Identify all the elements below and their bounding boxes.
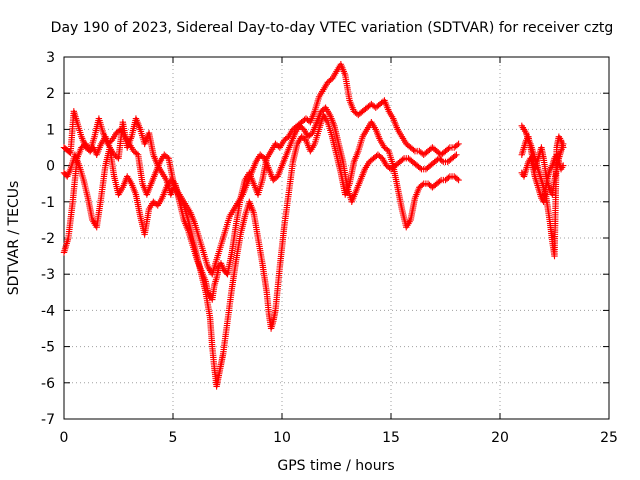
x-tick-label: 25	[600, 430, 618, 446]
x-axis-title: GPS time / hours	[277, 458, 394, 474]
data-point	[455, 140, 462, 148]
data-point	[436, 178, 443, 185]
x-tick-label: 5	[169, 430, 178, 446]
data-point	[66, 148, 73, 156]
data-point	[455, 176, 462, 184]
y-tick-label: -3	[41, 267, 55, 283]
data-point	[560, 162, 567, 169]
y-tick-label: 3	[46, 50, 55, 66]
data-point	[445, 145, 452, 152]
data-point	[451, 152, 459, 160]
y-tick-label: 2	[46, 86, 55, 102]
data-point	[453, 151, 460, 158]
y-tick-label: 1	[46, 122, 55, 138]
y-axis-title: SDTVAR / TECUs	[6, 181, 22, 296]
series-track-b	[60, 111, 462, 390]
data-point	[560, 140, 567, 148]
y-tick-label: -2	[41, 231, 55, 247]
data-point	[416, 164, 424, 172]
series-track-c	[60, 104, 460, 278]
data-point	[133, 150, 140, 157]
data-point	[419, 181, 426, 189]
series-track-f	[518, 133, 567, 198]
y-tick-label: -4	[41, 303, 55, 319]
data-point	[453, 175, 461, 183]
data-point	[445, 174, 452, 181]
chart-title: Day 190 of 2023, Sidereal Day-to-day VTE…	[51, 20, 614, 36]
y-axis-ticks: -7 -6 -5 -4 -3 -2 -1 0 1 2 3	[41, 50, 609, 428]
data-points	[60, 61, 567, 390]
x-tick-label: 15	[382, 430, 400, 446]
y-tick-label: 0	[46, 159, 55, 175]
data-point	[438, 157, 446, 164]
grid	[64, 57, 609, 419]
y-tick-label: -6	[41, 376, 55, 392]
x-tick-label: 0	[60, 430, 69, 446]
series-track-a	[60, 61, 462, 303]
x-tick-label: 20	[491, 430, 509, 446]
y-tick-label: -1	[41, 195, 55, 211]
x-tick-label: 10	[273, 430, 291, 446]
data-point	[399, 156, 406, 163]
data-point	[384, 146, 391, 154]
y-tick-label: -5	[41, 340, 55, 356]
data-point	[410, 146, 417, 154]
data-point	[453, 141, 461, 149]
x-axis-ticks: 0 5 10 15 20 25	[60, 57, 618, 446]
y-tick-label: -7	[41, 412, 55, 428]
